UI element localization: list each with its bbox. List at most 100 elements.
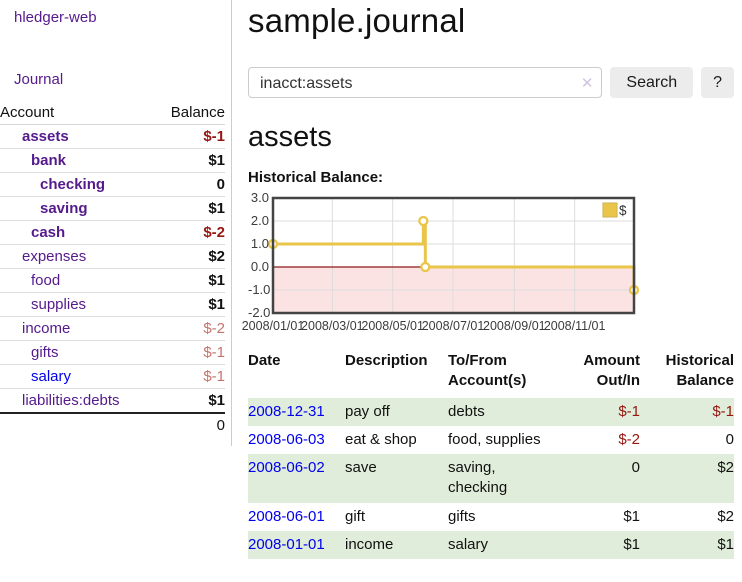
account-link[interactable]: expenses xyxy=(22,248,87,265)
main-content: sample.journal ✕ Search ? assets Histori… xyxy=(242,0,734,559)
account-heading: assets xyxy=(248,121,332,153)
x-tick-label: 2008/05/01 xyxy=(361,319,424,333)
search-button[interactable]: Search xyxy=(610,67,694,98)
transaction-amount: $-1 xyxy=(552,397,640,426)
help-button[interactable]: ? xyxy=(701,67,734,98)
account-balance: $1 xyxy=(154,388,225,413)
transaction-date-cell: 2008-12-31 xyxy=(248,397,345,426)
transaction-date-cell: 2008-06-03 xyxy=(248,426,345,454)
account-row: supplies $1 xyxy=(0,292,225,317)
account-link[interactable]: income xyxy=(22,320,71,337)
account-row: salary $-1 xyxy=(0,364,225,389)
account-balance: $1 xyxy=(154,292,225,317)
transaction-date-link[interactable]: 2008-12-31 xyxy=(248,402,325,420)
transaction-balance: $2 xyxy=(717,507,734,525)
account-link[interactable]: liabilities:debts xyxy=(22,392,120,409)
page-title: sample.journal xyxy=(248,2,466,39)
accounts-header-account: Account xyxy=(0,101,155,125)
col-date-label: Date xyxy=(248,352,281,369)
register-row: 2008-06-01 gift gifts $1 $2 xyxy=(248,503,734,531)
account-name-cell: supplies xyxy=(0,292,155,317)
accounts-header-balance: Balance xyxy=(154,101,225,125)
account-row: saving $1 xyxy=(0,196,225,221)
y-tick-label: -2.0 xyxy=(248,305,271,320)
account-row: assets $-1 xyxy=(0,125,225,149)
register-row: 2008-01-01 income salary $1 $1 xyxy=(248,530,734,559)
transaction-accounts: food, supplies xyxy=(448,430,541,448)
col-accounts: To/From Account(s) xyxy=(448,352,527,390)
account-link[interactable]: supplies xyxy=(31,296,87,313)
account-link[interactable]: food xyxy=(31,272,61,289)
account-link[interactable]: gifts xyxy=(31,344,59,361)
account-name-cell: food xyxy=(0,268,155,293)
account-row: gifts $-1 xyxy=(0,340,225,365)
y-tick-label: 1.0 xyxy=(250,236,269,251)
accounts-total-spacer xyxy=(0,412,155,437)
data-point-marker[interactable] xyxy=(420,261,431,273)
accounts-header-row: Account Balance xyxy=(0,101,225,125)
account-link[interactable]: bank xyxy=(31,152,67,169)
account-name-cell: checking xyxy=(0,172,155,197)
account-balance: $-1 xyxy=(154,364,225,389)
transaction-amount: $1 xyxy=(552,530,640,559)
account-link[interactable]: cash xyxy=(31,224,66,241)
account-name-cell: assets xyxy=(0,125,155,149)
account-name-cell: expenses xyxy=(0,244,155,269)
plot-border xyxy=(271,196,636,315)
account-balance: $2 xyxy=(154,244,225,269)
x-tick-label: 2008/07/01 xyxy=(421,319,485,333)
transaction-date-cell: 2008-06-02 xyxy=(248,454,345,503)
transaction-date-link[interactable]: 2008-01-01 xyxy=(248,535,325,553)
search-form: ✕ Search ? xyxy=(248,67,734,98)
account-balance: $-2 xyxy=(154,220,225,245)
transaction-amount: $-2 xyxy=(618,430,640,448)
transaction-accounts: salary xyxy=(448,530,552,559)
account-balance: $1 xyxy=(154,196,225,221)
app-title-link[interactable]: hledger-web xyxy=(14,9,97,26)
account-name-cell: liabilities:debts xyxy=(0,388,155,413)
account-balance: $1 xyxy=(154,148,225,173)
transaction-balance: $1 xyxy=(640,530,734,559)
transaction-balance: $2 xyxy=(640,454,734,503)
account-link[interactable]: salary xyxy=(31,368,72,385)
transaction-accounts: gifts xyxy=(448,507,476,525)
y-tick-label: 2.0 xyxy=(250,213,269,228)
account-row: expenses $2 xyxy=(0,244,225,269)
account-name-cell: cash xyxy=(0,220,155,245)
account-row: checking 0 xyxy=(0,172,225,197)
account-name-cell: income xyxy=(0,316,155,341)
account-name-cell: salary xyxy=(0,364,155,389)
account-row: food $1 xyxy=(0,268,225,293)
x-tick-label: 2008/11/01 xyxy=(543,319,606,333)
transaction-balance: 0 xyxy=(725,430,734,448)
account-row: cash $-2 xyxy=(0,220,225,245)
x-tick-label: 2008/01/01 xyxy=(241,319,305,333)
account-balance: $1 xyxy=(154,268,225,293)
transaction-balance: $-1 xyxy=(640,397,734,426)
transaction-accounts: saving, checking xyxy=(448,454,552,503)
clear-search-icon[interactable]: ✕ xyxy=(580,75,594,92)
legend-swatch xyxy=(602,202,618,218)
account-name-cell: bank xyxy=(0,148,155,173)
account-link[interactable]: saving xyxy=(40,200,88,217)
transaction-date-link[interactable]: 2008-06-03 xyxy=(248,430,325,448)
col-description: Description xyxy=(345,352,428,369)
account-link[interactable]: checking xyxy=(40,176,106,193)
accounts-total-row: 0 xyxy=(0,412,225,437)
transaction-date-link[interactable]: 2008-06-01 xyxy=(248,507,325,525)
col-date-sortable[interactable]: Date xyxy=(248,351,345,398)
search-input[interactable] xyxy=(258,69,582,98)
col-balance: Historical Balance xyxy=(665,352,734,390)
register-row: 2008-06-03 eat & shop food, supplies $-2… xyxy=(248,426,734,454)
sidebar-item-journal[interactable]: Journal xyxy=(14,71,64,88)
account-link[interactable]: assets xyxy=(22,128,69,145)
transaction-amount: $1 xyxy=(623,507,640,525)
register-header-row: Date Description To/From Account(s) Amou… xyxy=(248,351,734,398)
y-tick-label: 0.0 xyxy=(250,259,269,274)
x-tick-label: 2008/03/01 xyxy=(301,319,364,333)
historical-balance-chart[interactable]: $3.0 2.0 1.0 0.0 -1.0 -2.0 2008/01/01 2008/03/0… xyxy=(242,190,688,335)
account-name-cell: saving xyxy=(0,196,155,221)
transaction-date-link[interactable]: 2008-06-02 xyxy=(248,459,325,476)
data-point-marker[interactable] xyxy=(418,215,429,227)
